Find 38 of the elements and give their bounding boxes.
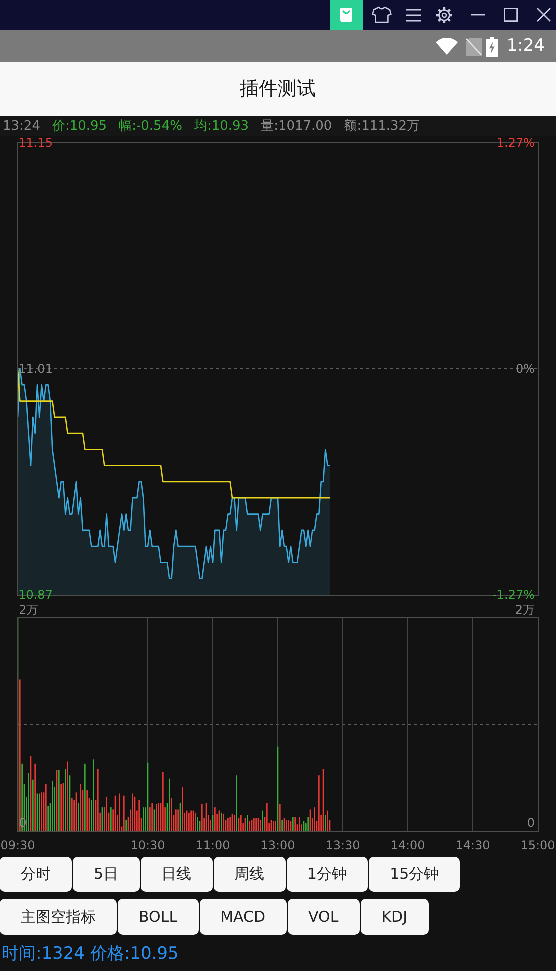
button[interactable]: 日线 [140,857,213,892]
text: 均:10.93 [194,118,250,135]
button[interactable]: MACD [200,899,287,935]
x-tick-label: 11:00 [196,838,230,852]
x-tick-label: 10:30 [130,838,166,852]
y-tick-label: 10.87 [18,588,53,602]
text: 1:24 [506,35,545,58]
chart-title: 插件测试 [0,62,556,116]
y-tick-label: 11.01 [18,362,53,376]
button[interactable]: 1分钟 [286,857,368,892]
x-tick-label: 14:00 [390,838,426,852]
y2-tick-label: 1.27% [496,136,535,150]
button[interactable]: KDJ [360,899,429,935]
y2-tick-label: 0 [527,816,535,830]
button[interactable]: VOL [288,899,360,935]
y-tick-label: 0 [19,816,27,830]
text: 额:111.32万 [344,118,420,135]
text: 幅:-0.54% [119,118,182,135]
button[interactable]: 15分钟 [369,857,460,892]
y2-tick-label: 0% [516,362,535,376]
x-tick-label: 14:30 [456,838,490,852]
y-tick-label: 11.15 [18,136,53,150]
x-tick-label: 09:30 [0,838,36,852]
button[interactable]: BOLL [118,899,199,935]
button[interactable]: 周线 [214,857,286,892]
text: 量:1017.00 [261,118,332,135]
button[interactable]: 5日 [73,857,140,892]
text: 价:10.95 [52,118,108,135]
y2-tick-label: -1.27% [492,588,535,602]
button[interactable]: 分时 [0,857,72,892]
y-tick-label: 2万 [19,602,39,617]
button[interactable]: 主图空指标 [0,899,117,935]
x-tick-label: 15:00 [520,838,556,852]
y2-tick-label: 2万 [515,602,535,617]
text: 时间:1324 价格:10.95 [2,943,179,966]
text: 13:24 [3,118,40,134]
x-tick-label: 13:30 [326,838,360,852]
x-tick-label: 13:00 [260,838,296,852]
